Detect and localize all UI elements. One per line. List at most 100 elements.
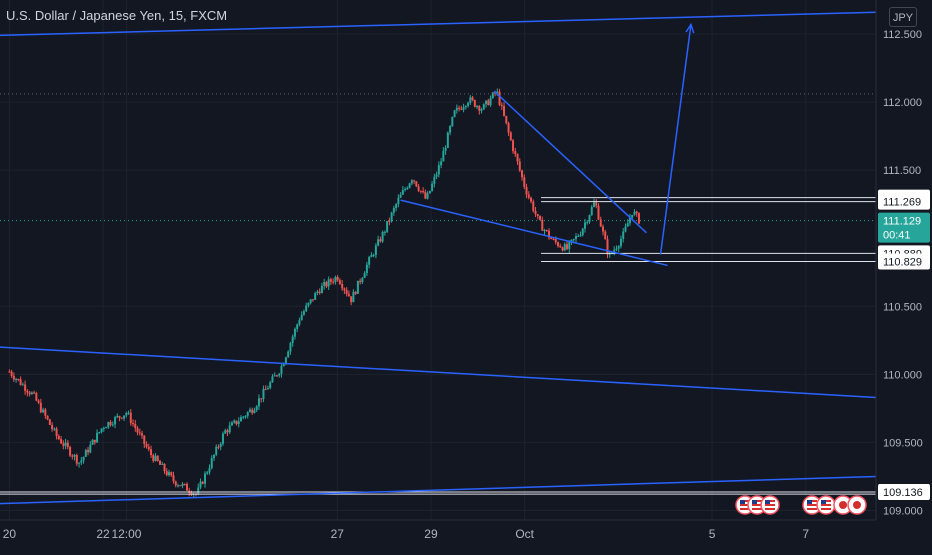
candle-body — [570, 239, 573, 243]
candle-body — [314, 293, 317, 300]
candle-body — [282, 363, 285, 367]
candle-body — [224, 430, 227, 434]
currency-label[interactable]: JPY — [889, 7, 917, 27]
candle-body — [356, 280, 359, 294]
candle-body — [592, 202, 595, 207]
candle-body — [410, 180, 413, 184]
candle-body — [105, 427, 108, 429]
candle-body — [181, 483, 184, 486]
trend-line[interactable] — [0, 11, 877, 37]
event-icons[interactable] — [735, 495, 867, 515]
candle-body — [390, 212, 393, 222]
candle-body — [345, 290, 348, 294]
candle-body — [123, 415, 126, 419]
candle-body — [21, 384, 24, 386]
candle-body — [75, 455, 78, 464]
drawings[interactable] — [0, 11, 877, 505]
candle-body — [287, 351, 290, 358]
candle-body — [296, 324, 299, 329]
candle-body — [545, 230, 548, 232]
candle-body — [577, 235, 580, 237]
trend-line[interactable] — [0, 475, 877, 505]
time-tick-label: 22 — [96, 527, 110, 541]
candle-body — [143, 435, 146, 444]
price-level-badge — [878, 253, 930, 270]
candle-body — [111, 424, 114, 426]
projection-arrow-line[interactable] — [659, 24, 692, 255]
candle-body — [320, 285, 323, 294]
flag-stripe — [740, 504, 750, 506]
flag-stripe — [821, 504, 831, 506]
candle-body — [96, 432, 99, 443]
candle-body — [212, 454, 215, 459]
us-flag-icon[interactable] — [816, 495, 836, 515]
candle-body — [426, 193, 429, 199]
candle-body — [132, 423, 135, 425]
candle-body — [93, 439, 96, 443]
candle-body — [622, 231, 625, 239]
candle-body — [473, 100, 476, 107]
candle-body — [80, 460, 83, 463]
candle-body — [392, 208, 395, 213]
flag-stripe — [765, 504, 775, 506]
candle-body — [464, 105, 467, 108]
projection-arrow-head[interactable] — [685, 22, 695, 34]
us-flag-icon[interactable] — [802, 495, 822, 515]
candle-body — [55, 428, 58, 437]
candle-body — [51, 424, 54, 430]
candle-body — [372, 255, 375, 257]
candle-body — [233, 420, 236, 423]
candle-body — [165, 471, 168, 476]
candle-body — [626, 223, 629, 227]
candle-body — [386, 221, 389, 232]
candle-body — [352, 291, 355, 303]
candle-body — [8, 371, 11, 373]
candle-body — [19, 379, 22, 385]
jp-flag-icon[interactable] — [833, 495, 853, 515]
candle-body — [496, 91, 499, 94]
candle-body — [435, 174, 438, 177]
candle-body — [82, 456, 85, 461]
candle-body — [235, 420, 238, 425]
candle-body — [487, 100, 490, 106]
candle-body — [347, 293, 350, 297]
candle-body — [399, 194, 402, 198]
jp-flag-icon[interactable] — [847, 495, 867, 515]
candle-body — [239, 417, 242, 422]
candle-body — [201, 481, 204, 484]
candle-body — [116, 416, 119, 418]
candle-body — [89, 444, 92, 453]
candle-body — [114, 417, 117, 425]
trend-line[interactable] — [400, 199, 668, 267]
candle-body — [601, 226, 604, 232]
price-axis-background — [876, 0, 932, 550]
candle-body — [530, 197, 533, 202]
price-axis[interactable]: 112.500 112.000 111.500 110.500 110.000 109.5… — [875, 0, 932, 550]
price-level-label: 110.829 — [883, 256, 922, 268]
flag-stripe — [740, 508, 750, 510]
candle-body — [42, 409, 45, 413]
candle-body — [532, 201, 535, 211]
candle-body — [516, 153, 519, 162]
candle-body — [66, 442, 69, 448]
candle-body — [557, 242, 560, 247]
grid — [0, 0, 876, 520]
candle-body — [84, 449, 87, 457]
trend-line[interactable] — [0, 346, 877, 399]
flag-stripe — [821, 508, 831, 510]
time-axis[interactable]: 20 22 12:00 27 29 Oct 5 7 — [0, 519, 876, 541]
candle-body — [141, 433, 144, 436]
us-flag-icon[interactable] — [760, 495, 780, 515]
candle-body — [300, 314, 303, 321]
candle-body — [566, 244, 569, 250]
candle-body — [244, 416, 247, 418]
trend-line[interactable] — [493, 90, 647, 234]
candle-body — [291, 336, 294, 344]
price-level-badge — [878, 193, 930, 210]
countdown-label: 00:41 — [883, 230, 911, 242]
candle-body — [221, 433, 224, 444]
flag-stripe — [807, 504, 817, 506]
candle-body — [590, 206, 593, 216]
